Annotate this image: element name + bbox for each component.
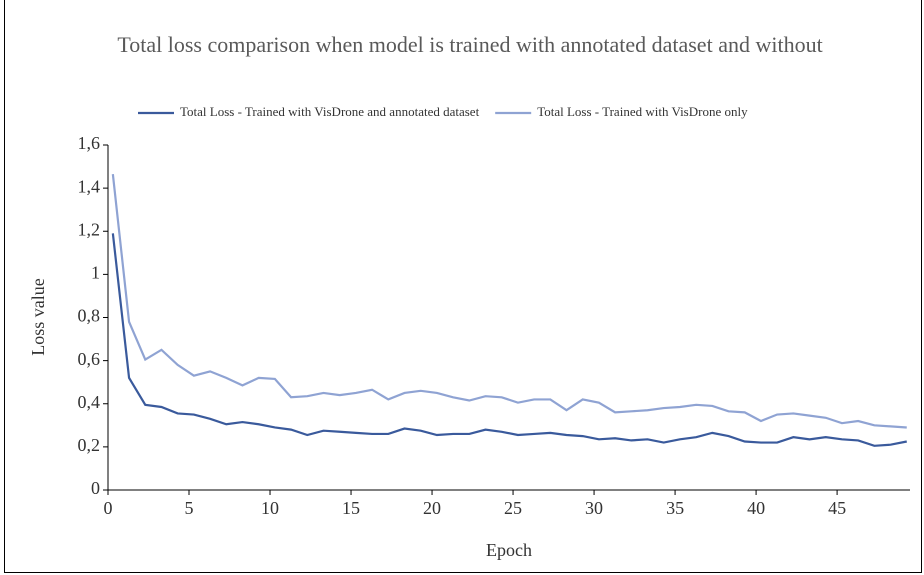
x-tick-label: 40: [747, 498, 765, 518]
x-tick-label: 15: [342, 498, 360, 518]
y-tick-label: 1,6: [78, 133, 101, 153]
y-tick-label: 0,2: [78, 435, 101, 455]
y-tick-label: 0: [91, 478, 100, 498]
line-series: [111, 173, 907, 429]
x-tick-label: 0: [104, 498, 113, 518]
y-tick-label: 1,4: [78, 176, 101, 196]
legend-label: Total Loss - Trained with VisDrone and a…: [180, 104, 480, 119]
chart-title: Total loss comparison when model is trai…: [117, 32, 823, 57]
x-tick-label: 10: [261, 498, 279, 518]
x-tick-label: 5: [185, 498, 194, 518]
legend-label: Total Loss - Trained with VisDrone only: [537, 104, 748, 119]
line-series: [111, 233, 907, 447]
x-tick-label: 25: [504, 498, 522, 518]
x-tick-label: 45: [828, 498, 846, 518]
y-tick-label: 0,4: [78, 392, 101, 412]
chart-frame: [4, 0, 922, 573]
y-tick-label: 0,8: [78, 306, 101, 326]
x-axis-label: Epoch: [486, 540, 532, 560]
y-tick-label: 1: [91, 263, 100, 283]
x-tick-label: 35: [666, 498, 684, 518]
y-tick-label: 0,6: [78, 349, 101, 369]
x-tick-label: 20: [423, 498, 441, 518]
y-tick-label: 1,2: [78, 219, 101, 239]
y-axis-label: Loss value: [28, 278, 48, 355]
x-tick-label: 30: [585, 498, 603, 518]
